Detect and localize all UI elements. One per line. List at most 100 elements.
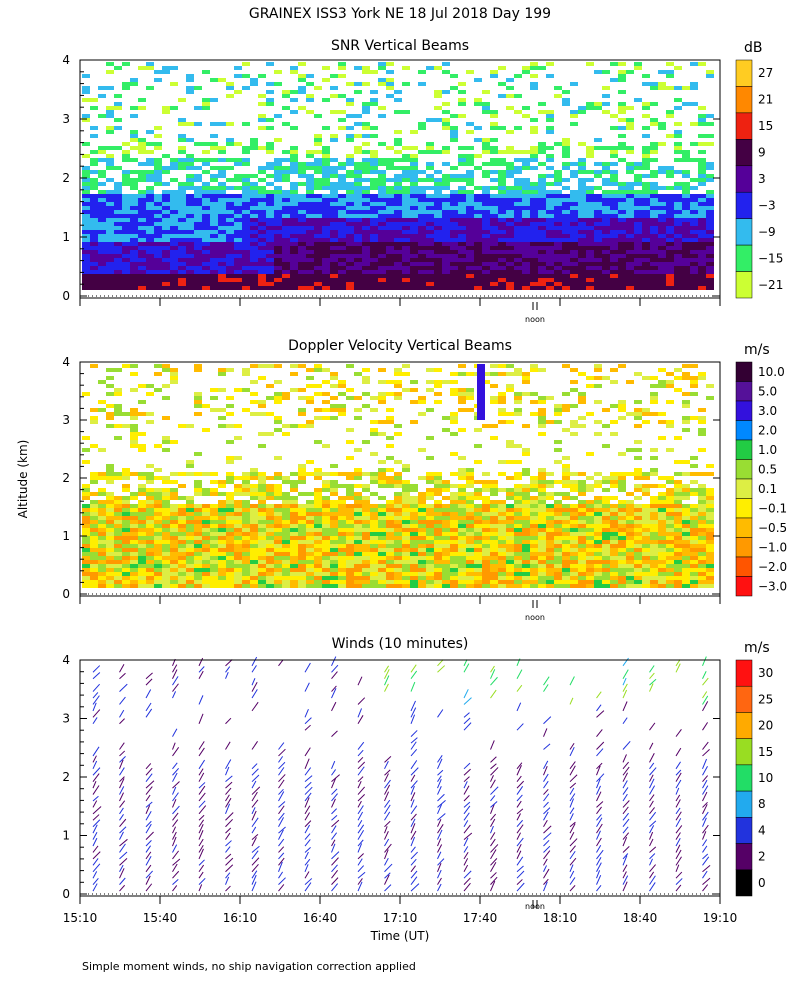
snr-cell (330, 166, 338, 170)
velocity-cell (98, 576, 106, 580)
snr-cell (578, 158, 586, 162)
velocity-cell (442, 512, 450, 516)
velocity-cell (330, 520, 338, 524)
snr-cell (682, 234, 690, 238)
velocity-cell (426, 472, 434, 476)
velocity-cell (530, 504, 538, 508)
snr-cell (258, 206, 266, 210)
velocity-cell (370, 420, 378, 424)
velocity-cell (418, 540, 426, 544)
snr-cell (362, 166, 370, 170)
snr-cell (210, 282, 218, 286)
velocity-cell (170, 568, 178, 572)
velocity-cell (106, 548, 114, 552)
snr-cell (706, 282, 714, 286)
snr-cell (154, 198, 162, 202)
velocity-cell (154, 548, 162, 552)
snr-cell (490, 282, 498, 286)
snr-cell (82, 286, 90, 290)
snr-cell (506, 222, 514, 226)
snr-cell (570, 242, 578, 246)
velocity-cell (322, 504, 330, 508)
velocity-cell (194, 536, 202, 540)
snr-cell (698, 202, 706, 206)
velocity-cell (250, 540, 258, 544)
velocity-cell (266, 580, 274, 584)
snr-cell (114, 66, 122, 70)
snr-cell (570, 250, 578, 254)
snr-cell (450, 214, 458, 218)
velocity-cell (178, 560, 186, 564)
snr-cell (290, 150, 298, 154)
snr-cell (674, 210, 682, 214)
snr-cell (690, 206, 698, 210)
snr-cell (418, 234, 426, 238)
velocity-cell (562, 532, 570, 536)
velocity-cell (282, 532, 290, 536)
snr-cell (634, 66, 642, 70)
snr-cell (362, 190, 370, 194)
snr-cell (138, 170, 146, 174)
snr-cell (266, 162, 274, 166)
velocity-cell (530, 556, 538, 560)
snr-cell (666, 266, 674, 270)
snr-cell (362, 278, 370, 282)
snr-cell (138, 254, 146, 258)
snr-cell (258, 194, 266, 198)
snr-cell (642, 214, 650, 218)
snr-cell (138, 242, 146, 246)
snr-cell (154, 162, 162, 166)
snr-cell (90, 202, 98, 206)
snr-cell (114, 270, 122, 274)
velocity-cell (522, 448, 530, 452)
snr-cell (274, 234, 282, 238)
velocity-cell (210, 396, 218, 400)
snr-cell (562, 98, 570, 102)
velocity-cell (458, 372, 466, 376)
snr-cell (122, 238, 130, 242)
velocity-cell (226, 536, 234, 540)
velocity-cell (498, 372, 506, 376)
velocity-cell (226, 548, 234, 552)
velocity-cell (482, 496, 490, 500)
velocity-cell (130, 508, 138, 512)
velocity-cell (426, 548, 434, 552)
velocity-cell (602, 496, 610, 500)
velocity-cell (234, 576, 242, 580)
velocity-cell (258, 576, 266, 580)
velocity-cell (314, 520, 322, 524)
velocity-cell (530, 544, 538, 548)
snr-cell (394, 238, 402, 242)
snr-cell (466, 266, 474, 270)
snr-cell (378, 162, 386, 166)
velocity-cell (450, 392, 458, 396)
snr-cell (234, 218, 242, 222)
snr-cell (130, 182, 138, 186)
snr-cell (546, 282, 554, 286)
velocity-cell (130, 496, 138, 500)
velocity-cell (138, 412, 146, 416)
snr-cell (490, 218, 498, 222)
velocity-cell (114, 552, 122, 556)
velocity-cell (410, 556, 418, 560)
velocity-cell (106, 560, 114, 564)
snr-cell (338, 262, 346, 266)
velocity-cell (514, 476, 522, 480)
snr-cell (498, 158, 506, 162)
velocity-cell (570, 524, 578, 528)
snr-cell (634, 182, 642, 186)
velocity-cell (402, 388, 410, 392)
velocity-cell (386, 476, 394, 480)
snr-cell (154, 70, 162, 74)
snr-cell (322, 126, 330, 130)
snr-cell (402, 238, 410, 242)
snr-cell (378, 278, 386, 282)
snr-cell (626, 286, 634, 290)
snr-cell (386, 282, 394, 286)
snr-cell (338, 210, 346, 214)
velocity-cell (170, 560, 178, 564)
snr-cell (386, 198, 394, 202)
velocity-cell (242, 560, 250, 564)
velocity-cell (282, 544, 290, 548)
snr-cell (418, 194, 426, 198)
